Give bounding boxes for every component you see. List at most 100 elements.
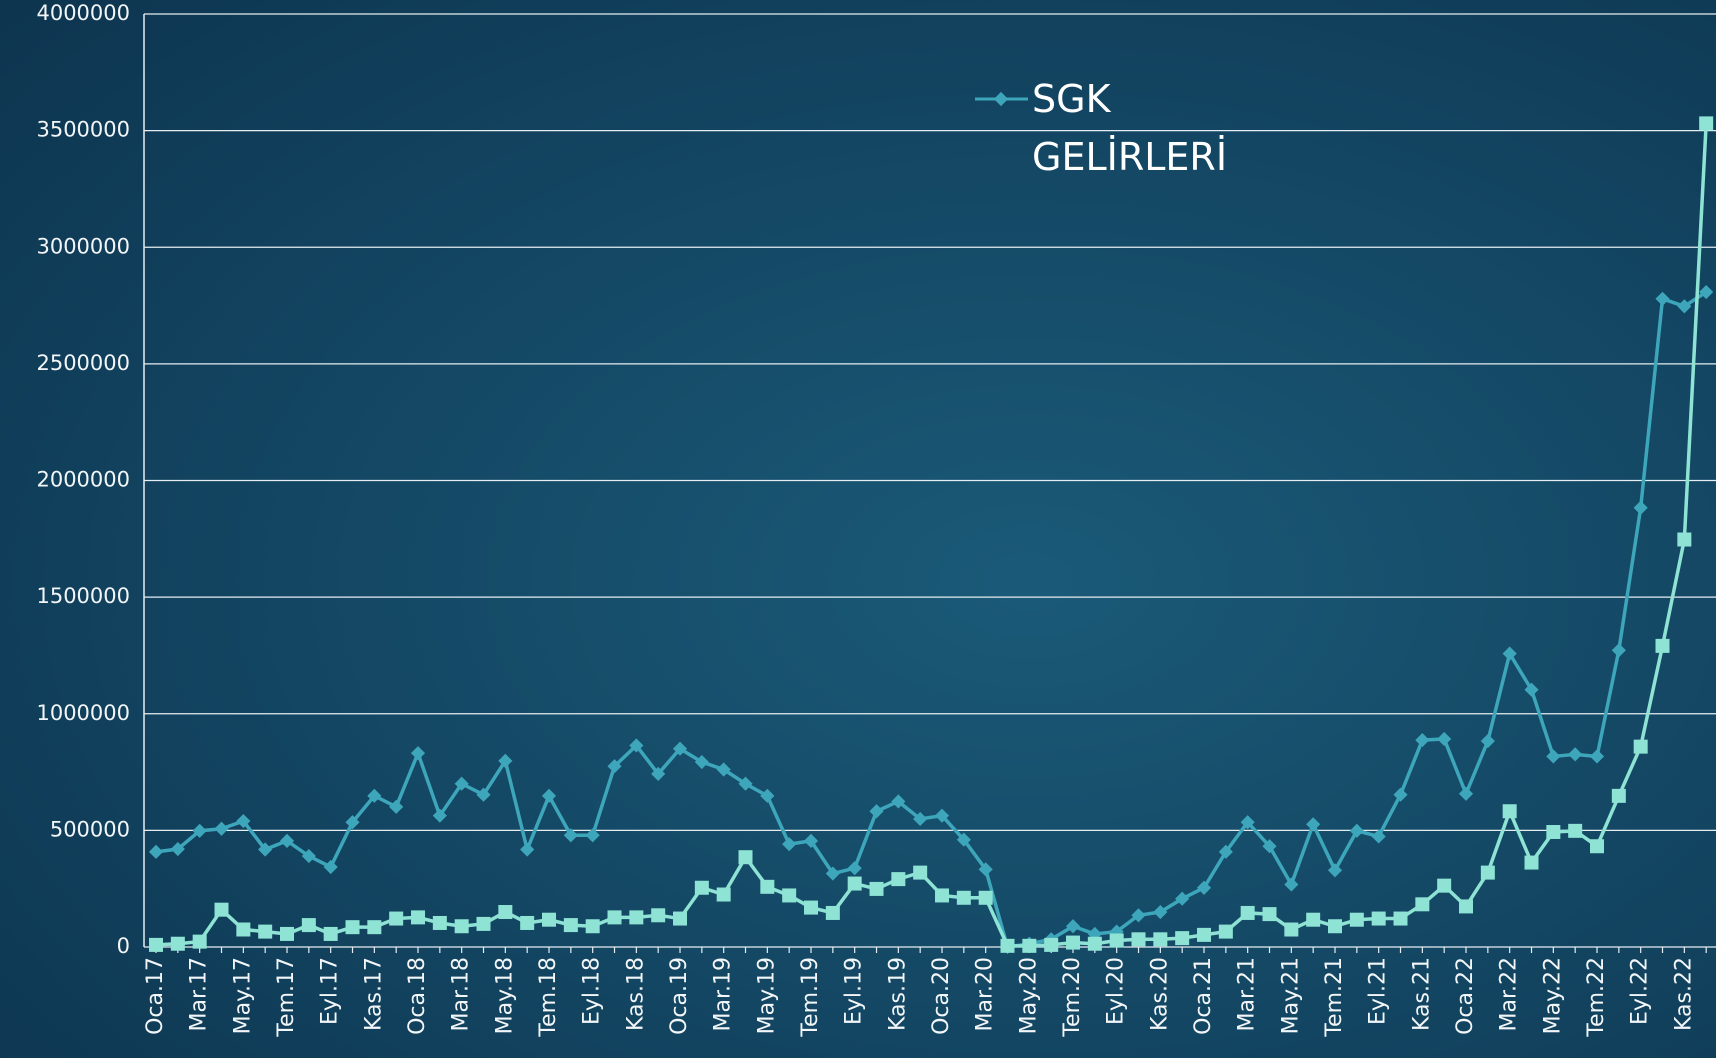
point <box>1699 116 1714 131</box>
point <box>454 776 469 791</box>
legend-marker <box>993 91 1009 107</box>
point <box>1546 825 1561 840</box>
x-tick-label: Eyl.17 <box>318 957 343 1025</box>
legend-label: SGK GELİRLERİ <box>1032 77 1228 179</box>
y-tick-label: 0 <box>117 934 130 958</box>
x-tick-label: Eyl.22 <box>1628 957 1653 1025</box>
x-tick-label: Tem.18 <box>536 957 561 1038</box>
point <box>236 922 251 937</box>
x-tick-label: May.17 <box>230 957 255 1034</box>
point <box>148 844 164 859</box>
point <box>847 861 862 876</box>
point <box>1437 878 1452 893</box>
point <box>192 823 207 838</box>
point <box>1546 749 1561 764</box>
point <box>389 911 404 926</box>
point <box>476 787 491 802</box>
point <box>214 821 229 836</box>
point <box>1175 891 1190 906</box>
point <box>367 788 382 803</box>
point <box>607 910 622 925</box>
point <box>1371 911 1386 926</box>
point <box>585 919 600 934</box>
point <box>1677 299 1692 314</box>
point <box>1306 912 1321 927</box>
point <box>1393 911 1408 926</box>
point <box>956 890 971 905</box>
point <box>935 888 950 903</box>
point <box>1196 880 1212 895</box>
series-line <box>155 290 1708 949</box>
point <box>563 828 578 843</box>
point <box>1175 931 1190 946</box>
point <box>345 920 360 935</box>
x-tick-label: Mar.18 <box>449 957 474 1031</box>
point <box>1393 787 1408 802</box>
point <box>869 881 884 896</box>
x-tick-label: Mar.20 <box>973 957 998 1031</box>
point <box>476 916 491 931</box>
point <box>694 754 709 770</box>
point <box>520 915 535 930</box>
point <box>629 738 644 753</box>
point <box>1349 823 1364 838</box>
point <box>1109 933 1124 948</box>
y-tick-label: 2000000 <box>36 468 130 492</box>
point <box>804 900 819 915</box>
point <box>716 887 731 902</box>
point <box>891 794 906 809</box>
point <box>1633 739 1648 754</box>
point <box>1218 844 1233 859</box>
point <box>1065 919 1081 934</box>
point <box>1633 500 1648 515</box>
point <box>1677 532 1692 547</box>
point <box>607 759 622 774</box>
y-tick-label: 3000000 <box>36 234 130 258</box>
point <box>149 937 164 952</box>
point <box>1524 682 1539 697</box>
legend-label-box: SGK GELİRLERİ <box>1032 77 1228 179</box>
x-tick-label: Oca.18 <box>405 957 430 1035</box>
x-tick-label: Tem.20 <box>1060 957 1085 1038</box>
point <box>498 753 513 768</box>
point <box>1262 839 1277 854</box>
point <box>1502 804 1517 819</box>
y-tick-label: 500000 <box>50 817 130 841</box>
point <box>847 876 862 891</box>
point <box>1568 823 1583 838</box>
x-tick-label: May.18 <box>492 957 517 1034</box>
point <box>1000 938 1015 953</box>
point <box>1437 731 1452 747</box>
point <box>629 910 644 925</box>
legend: SGK GELİRLERİ <box>975 77 1228 179</box>
x-tick-label: Kas.17 <box>361 957 386 1031</box>
point <box>1480 865 1495 880</box>
point <box>869 804 884 819</box>
point <box>258 842 273 857</box>
y-tick-label: 2500000 <box>36 351 130 375</box>
point <box>891 872 906 887</box>
point <box>411 910 426 925</box>
point <box>170 841 185 857</box>
point <box>1349 912 1364 927</box>
point <box>1589 749 1605 764</box>
x-tick-label: May.20 <box>1016 957 1041 1034</box>
point <box>1131 932 1146 947</box>
point <box>170 936 185 951</box>
x-tick-label: Kas.21 <box>1409 957 1434 1031</box>
point <box>1044 937 1059 952</box>
point <box>498 905 513 920</box>
x-tick-label: Mar.21 <box>1235 957 1260 1031</box>
point <box>541 788 557 803</box>
point <box>279 833 295 848</box>
point <box>1240 815 1255 830</box>
x-tick-label: Oca.22 <box>1453 957 1478 1035</box>
point <box>1611 788 1626 803</box>
point <box>1131 908 1146 923</box>
x-tick-label: Kas.20 <box>1147 957 1172 1031</box>
point <box>782 837 797 852</box>
point <box>1306 817 1321 832</box>
point <box>345 815 360 830</box>
point <box>1066 935 1081 950</box>
